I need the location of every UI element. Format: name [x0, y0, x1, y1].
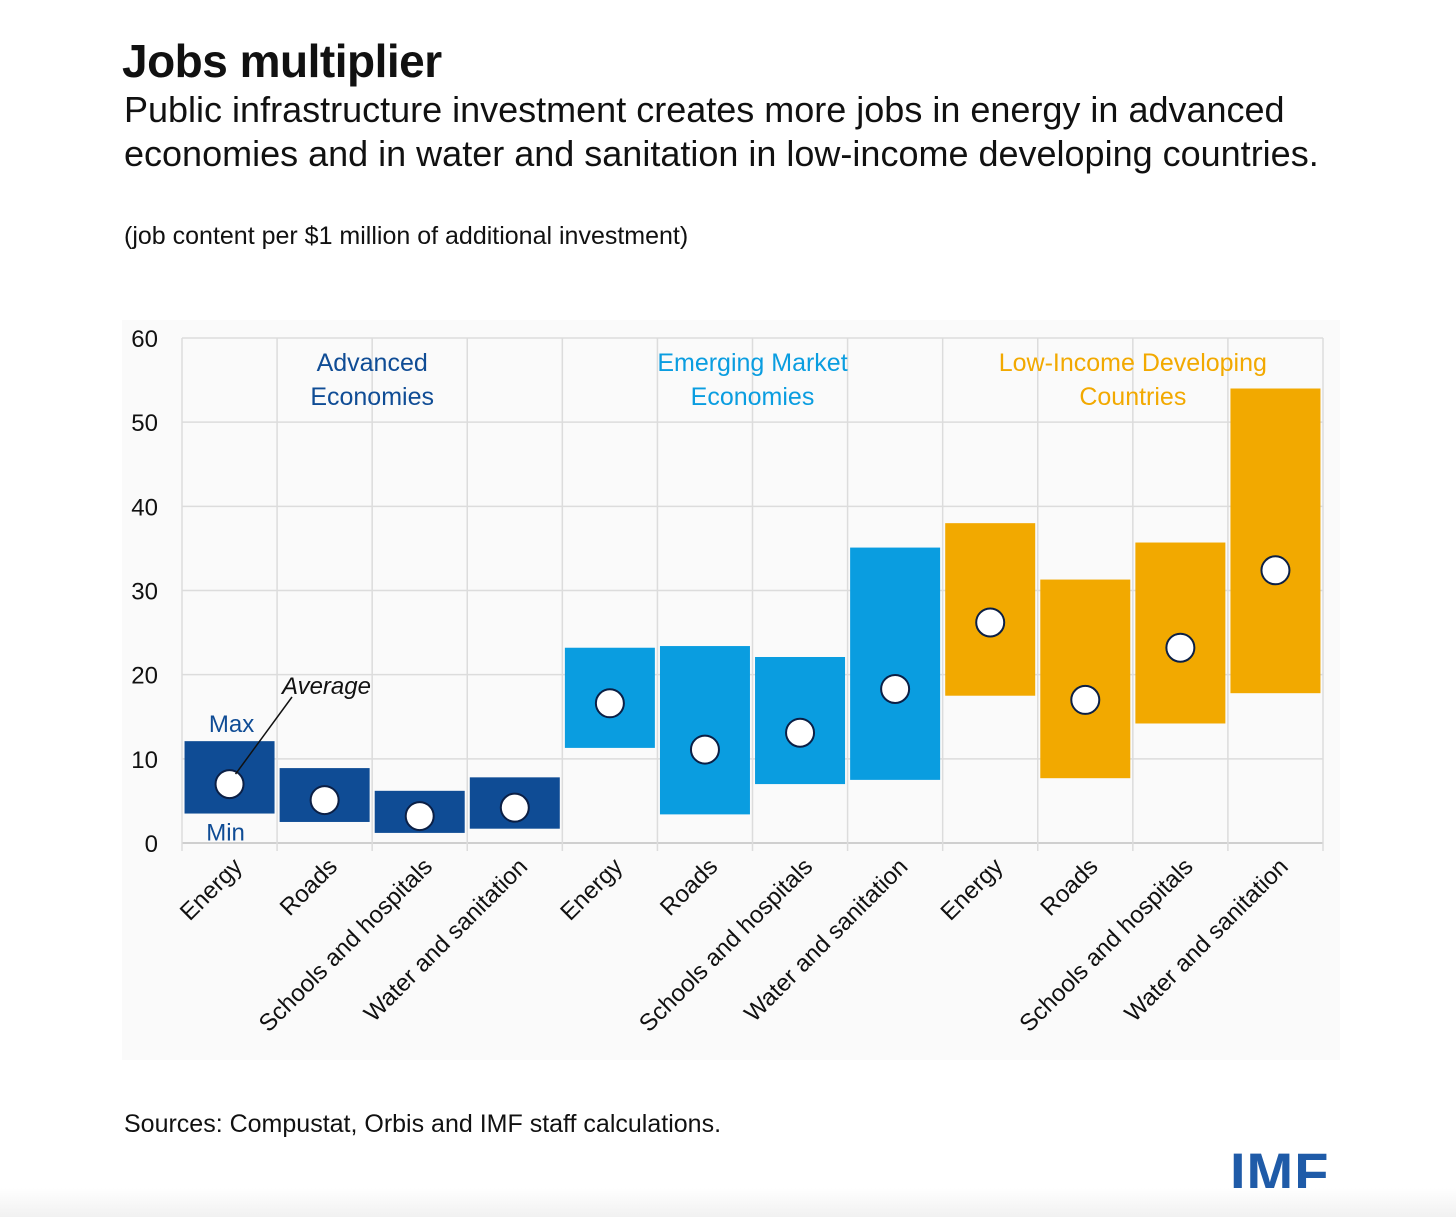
group-label: Economies: [691, 383, 815, 411]
chart-subtitle: Public infrastructure investment creates…: [124, 89, 1319, 174]
range-bar: [850, 547, 941, 780]
source-note: Sources: Compustat, Orbis and IMF staff …: [124, 1110, 722, 1138]
group-label: Emerging Market: [657, 349, 847, 377]
legend-annotations: Max Min Average: [206, 673, 371, 847]
y-tick-label: 20: [131, 663, 158, 690]
max-label: Max: [209, 711, 254, 738]
y-tick-label: 40: [131, 494, 158, 521]
average-markers: [214, 555, 1291, 832]
group-label: Advanced: [317, 349, 428, 377]
min-label: Min: [206, 820, 245, 847]
range-bar: [659, 646, 750, 815]
average-marker: [499, 792, 530, 823]
average-marker: [689, 734, 720, 765]
average-marker: [880, 673, 911, 704]
range-bar: [1230, 388, 1321, 694]
chart-title: Jobs multiplier: [122, 35, 442, 87]
average-marker: [975, 607, 1006, 638]
average-marker: [785, 717, 816, 748]
average-marker: [309, 785, 340, 816]
y-axis: 0 10 20 30 40 50 60: [131, 326, 158, 858]
average-pointer-line: [234, 696, 293, 775]
average-marker: [1260, 555, 1291, 586]
average-marker: [1070, 684, 1101, 715]
range-bars: [184, 388, 1321, 833]
grid-lines: [181, 337, 1324, 851]
average-marker: [594, 688, 625, 719]
group-label: Economies: [310, 383, 434, 411]
group-labels: Advanced Economies Emerging Market Economie…: [310, 349, 1267, 411]
y-tick-label: 30: [131, 579, 158, 606]
chart-unit-note: (job content per $1 million of additiona…: [124, 222, 689, 250]
range-bar: [1040, 579, 1131, 779]
y-tick-label: 50: [131, 410, 158, 437]
bottom-band: [0, 1188, 1456, 1217]
y-tick-label: 60: [131, 326, 158, 353]
average-marker: [1165, 632, 1196, 663]
average-label: Average: [280, 673, 371, 700]
y-tick-label: 10: [131, 747, 158, 774]
group-label: Countries: [1079, 383, 1186, 411]
average-marker: [214, 769, 245, 800]
group-label: Low-Income Developing: [999, 349, 1267, 377]
y-tick-label: 0: [145, 831, 158, 858]
average-marker: [404, 801, 435, 832]
